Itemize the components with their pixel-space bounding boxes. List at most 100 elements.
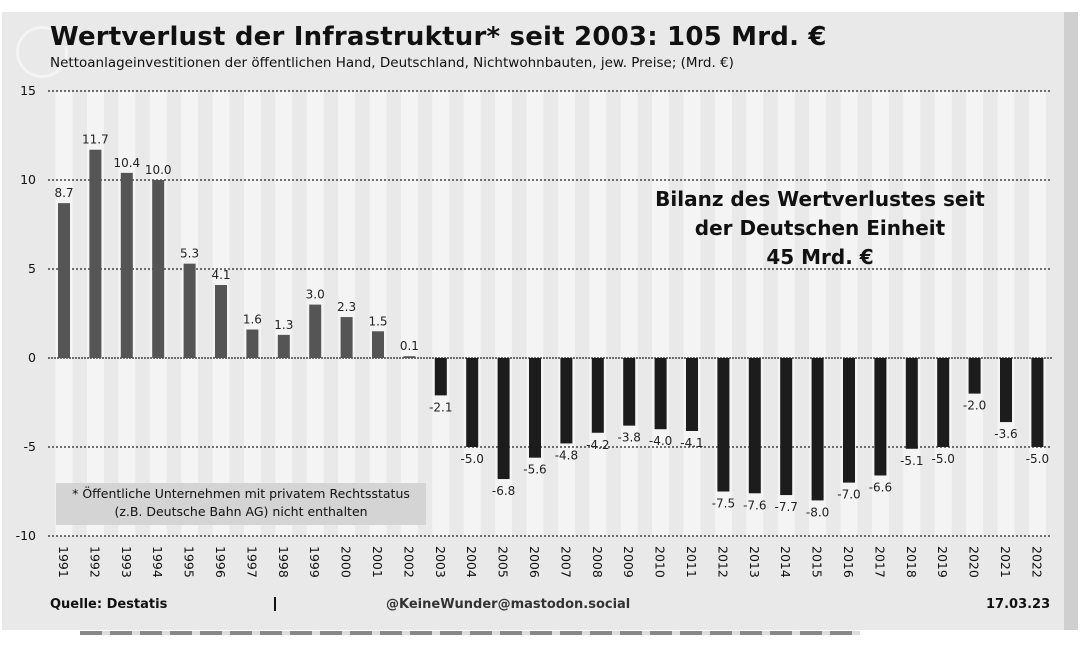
bar [717, 358, 730, 492]
column-stripe [966, 91, 984, 536]
value-label: -7.6 [743, 498, 766, 512]
value-label: -5.0 [1026, 452, 1049, 466]
bar [623, 358, 636, 426]
column-stripe [338, 91, 356, 536]
y-tick-label: 5 [28, 261, 36, 276]
spinner-gap [52, 26, 72, 46]
x-tick-label: 2007 [558, 546, 573, 578]
bar [89, 149, 102, 358]
chart-title: Wertverlust der Infrastruktur* seit 2003… [50, 22, 827, 52]
value-label: -5.0 [931, 452, 954, 466]
value-label: -4.2 [586, 438, 609, 452]
x-tick-label: 2020 [967, 546, 982, 578]
publication-date: 17.03.23 [986, 597, 1051, 612]
value-label: -4.0 [649, 434, 672, 448]
value-label: -4.8 [555, 448, 578, 462]
x-tick-label: 2022 [1029, 546, 1044, 578]
x-tick-label: 2003 [433, 546, 448, 578]
y-tick-label: -10 [16, 528, 36, 543]
column-stripe [934, 91, 952, 536]
x-tick-label: 2010 [653, 546, 668, 578]
column-stripe [903, 91, 921, 536]
x-tick-label: 2009 [621, 546, 636, 578]
value-label: 1.6 [243, 313, 262, 327]
x-tick-label: 2006 [527, 546, 542, 578]
bar [434, 358, 447, 396]
column-stripe [400, 91, 418, 536]
x-tick-label: 2001 [370, 546, 385, 578]
value-label: 3.0 [306, 288, 325, 302]
column-stripe [243, 91, 261, 536]
bar [277, 334, 290, 358]
cropped-content [80, 631, 860, 635]
x-tick-label: 2012 [715, 546, 730, 578]
gridlines [48, 90, 1052, 537]
value-label: -5.0 [460, 452, 483, 466]
value-label: -6.6 [869, 480, 892, 494]
bar [874, 358, 887, 476]
bar [905, 358, 918, 449]
bottom-strip [0, 630, 1080, 651]
value-label: 1.3 [274, 318, 293, 332]
y-axis-ticks: 15 10 5 0 -5 -10 [16, 83, 36, 543]
x-tick-label: 1992 [87, 546, 102, 578]
x-tick-label: 2014 [778, 546, 793, 578]
bar [466, 358, 479, 447]
value-label: -6.8 [492, 484, 515, 498]
x-tick-label: 2018 [904, 546, 919, 578]
bar [843, 358, 855, 483]
column-stripe [620, 91, 638, 536]
footnote-line-2: (z.B. Deutsche Bahn AG) nicht enthalten [114, 504, 368, 519]
value-label: 5.3 [180, 247, 199, 261]
column-stripe [1028, 91, 1046, 536]
bar [152, 180, 165, 358]
x-tick-label: 2016 [841, 546, 856, 578]
mastodon-handle: @KeineWunder@mastodon.social [386, 597, 631, 612]
y-tick-label: 10 [20, 172, 36, 187]
value-label: -2.0 [963, 399, 986, 413]
bar [968, 358, 981, 394]
value-label: 2.3 [337, 300, 356, 314]
x-tick-label: 1996 [213, 546, 228, 578]
bar [748, 358, 761, 494]
bar [529, 358, 541, 458]
bar [340, 317, 353, 358]
column-stripes [55, 91, 1046, 536]
y-tick-label: -5 [24, 439, 36, 454]
bar [591, 358, 604, 433]
x-tick-label: 2021 [998, 546, 1013, 578]
value-label: 8.7 [54, 186, 73, 200]
column-stripe [463, 91, 481, 536]
bar [183, 263, 196, 358]
x-tick-label: 2005 [496, 546, 511, 578]
bar [654, 358, 667, 430]
bar [1000, 358, 1012, 423]
column-stripe [275, 91, 293, 536]
loading-spinner-icon [16, 26, 68, 78]
value-label: 0.1 [400, 339, 419, 353]
bar [309, 304, 322, 358]
top-strip [0, 0, 1080, 12]
x-tick-label: 2017 [872, 546, 887, 578]
bar [58, 203, 70, 358]
x-tick-label: 2013 [747, 546, 762, 578]
column-stripe [369, 91, 387, 536]
value-label: -3.8 [617, 431, 640, 445]
annotation-line-2: der Deutschen Einheit [694, 216, 946, 240]
x-tick-label: 2000 [339, 546, 354, 578]
x-tick-label: 1999 [307, 546, 322, 578]
bar [403, 356, 416, 358]
x-tick-label: 2004 [464, 546, 479, 578]
value-label: -7.5 [712, 497, 735, 511]
bar [497, 358, 510, 480]
value-labels: 8.7 11.7 10.4 10.0 5.3 4.1 1.6 1.3 3.0 2.3 1.5 0.1 -… [54, 133, 1049, 520]
column-stripe [997, 91, 1015, 536]
value-label: -5.1 [900, 454, 923, 468]
footer-separator [274, 597, 276, 611]
x-tick-label: 1997 [244, 546, 259, 578]
bar [937, 358, 950, 447]
value-label: 11.7 [82, 133, 109, 147]
value-label: 4.1 [211, 268, 230, 282]
bar [120, 172, 133, 358]
